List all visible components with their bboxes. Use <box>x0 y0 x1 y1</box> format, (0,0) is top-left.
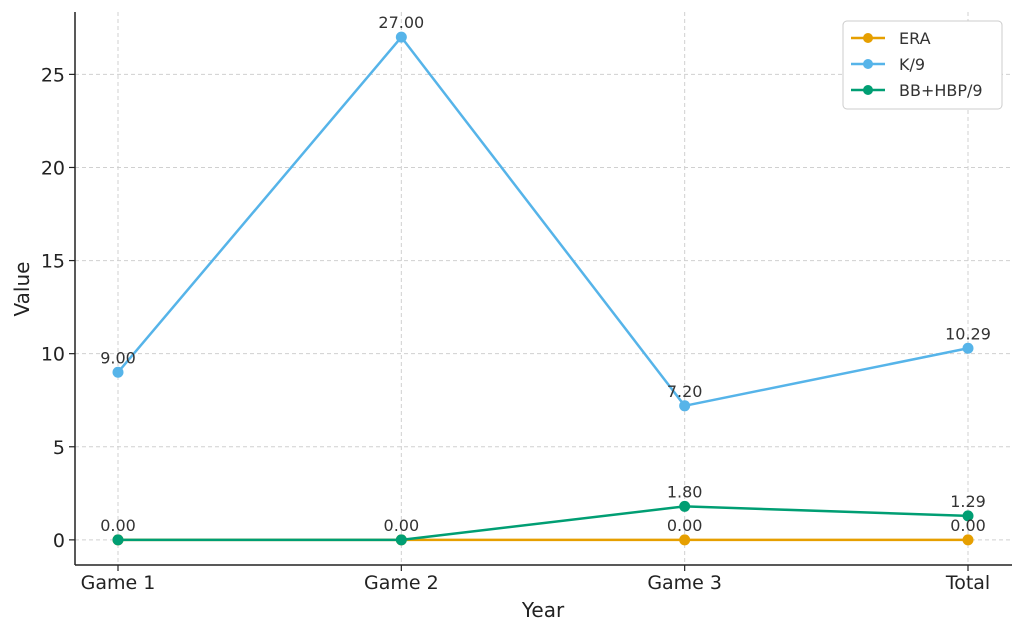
data-point <box>962 510 974 522</box>
y-tick-label: 10 <box>41 344 65 366</box>
series-layer <box>112 31 974 546</box>
data-point <box>679 534 691 546</box>
data-point <box>395 31 407 43</box>
y-tick-label: 0 <box>53 530 65 552</box>
axes <box>74 12 1012 566</box>
legend-label: ERA <box>899 29 931 48</box>
data-label: 9.00 <box>100 348 136 367</box>
series-line-k-9 <box>117 35 969 408</box>
data-label: 0.00 <box>667 516 703 535</box>
data-labels: 0.00 0.00 0.00 0.00 9.00 27.00 7.20 10.29 1.80 1.… <box>100 13 991 535</box>
y-tick-label: 25 <box>41 64 65 86</box>
y-ticks: 0 5 10 15 20 25 <box>41 64 75 552</box>
legend-swatch-marker <box>863 85 873 95</box>
x-ticks: Game 1 Game 2 Game 3 Total <box>81 565 990 594</box>
series-line-bb-hbp-9 <box>118 505 969 542</box>
data-label: 7.20 <box>667 382 703 401</box>
data-point <box>395 534 407 546</box>
y-tick-label: 5 <box>53 437 65 459</box>
data-point <box>112 366 124 378</box>
x-tick-label: Game 1 <box>81 572 156 594</box>
y-axis-title: Value <box>10 262 34 317</box>
legend-label: K/9 <box>899 55 925 74</box>
data-label: 0.00 <box>950 516 986 535</box>
data-label: 1.80 <box>667 482 703 501</box>
data-label: 0.00 <box>100 516 136 535</box>
x-tick-label: Total <box>945 572 990 594</box>
x-tick-label: Game 2 <box>364 572 439 594</box>
legend: ERA K/9 BB+HBP/9 <box>842 20 1003 110</box>
data-label: 0.00 <box>384 516 420 535</box>
data-point <box>962 342 974 354</box>
x-axis-title: Year <box>521 598 565 622</box>
data-label: 10.29 <box>945 324 991 343</box>
legend-swatch-marker <box>863 33 873 43</box>
legend-label: BB+HBP/9 <box>899 81 983 100</box>
data-point <box>679 400 691 412</box>
y-tick-label: 15 <box>41 251 65 273</box>
data-label: 27.00 <box>378 13 424 32</box>
data-point <box>112 534 124 546</box>
data-point <box>679 500 691 512</box>
data-point <box>962 534 974 546</box>
data-label: 1.29 <box>950 492 986 511</box>
y-tick-label: 20 <box>41 157 65 179</box>
x-tick-label: Game 3 <box>647 572 722 594</box>
legend-box <box>842 20 1003 110</box>
legend-swatch-marker <box>863 59 873 69</box>
